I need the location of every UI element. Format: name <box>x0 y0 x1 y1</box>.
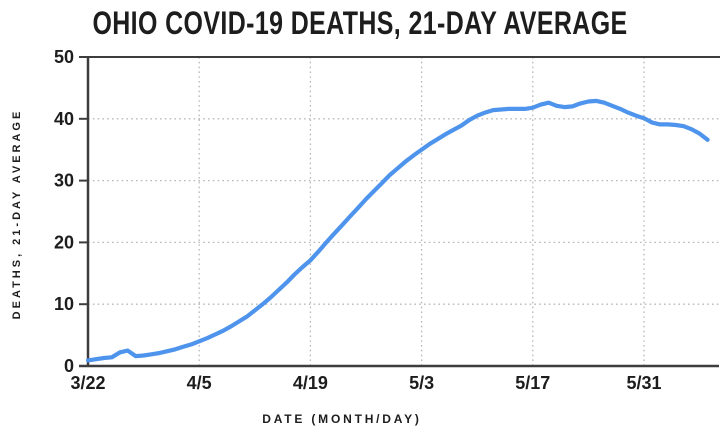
x-tick-label: 4/5 <box>187 373 212 393</box>
y-tick-label: 40 <box>54 109 74 129</box>
x-tick-label: 3/22 <box>70 373 105 393</box>
series-line <box>85 98 710 363</box>
x-tick-label: 4/19 <box>293 373 328 393</box>
y-tick-label: 30 <box>54 171 74 191</box>
x-tick-label: 5/31 <box>626 373 661 393</box>
y-tick-label: 0 <box>64 356 74 376</box>
x-axis-title: DATE (MONTH/DAY) <box>262 412 422 426</box>
y-tick-label: 50 <box>54 47 74 67</box>
chart-title: OHIO COVID-19 DEATHS, 21-DAY AVERAGE <box>92 5 628 41</box>
x-tick-label: 5/17 <box>515 373 550 393</box>
x-tick-label: 5/3 <box>409 373 434 393</box>
y-tick-label: 10 <box>54 294 74 314</box>
y-tick-label: 20 <box>54 232 74 252</box>
